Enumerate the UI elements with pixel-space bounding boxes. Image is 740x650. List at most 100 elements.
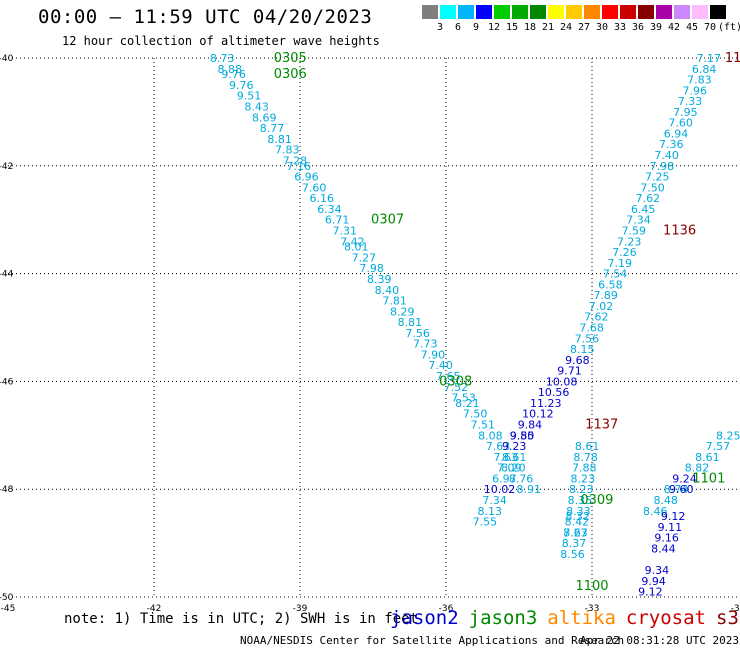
legend-label: 12 <box>487 22 501 33</box>
data-label: 8.78 <box>573 451 598 464</box>
legend-label: 3 <box>436 22 444 33</box>
data-label: 7.27 <box>352 251 377 264</box>
data-label: 7.98 <box>359 262 384 275</box>
data-label: 7.02 <box>589 300 614 313</box>
x-tick-label: -33 <box>585 604 600 614</box>
y-tick-label: -50 <box>0 593 14 603</box>
data-label: 8.61 <box>502 451 527 464</box>
data-label: 6.16 <box>310 192 335 205</box>
data-label: 7.83 <box>687 74 712 87</box>
satellite-label-jason3: jason3 <box>468 607 538 629</box>
data-label: 6.45 <box>631 203 656 216</box>
legend-label: 15 <box>505 22 519 33</box>
pass-label: 0305 <box>274 51 307 66</box>
data-label: 8.37 <box>562 537 587 550</box>
data-label: 7.09 <box>497 462 522 475</box>
data-label: 8.33 <box>566 505 591 518</box>
legend-swatch <box>512 5 528 19</box>
data-label: 7.54 <box>603 268 628 281</box>
data-label: 8.32 <box>565 510 590 523</box>
data-label: 8.81 <box>267 133 292 146</box>
data-label: 8.39 <box>367 273 392 286</box>
data-label: 7.81 <box>382 295 407 308</box>
data-label: 7.59 <box>622 224 647 237</box>
data-label: 7.52 <box>444 381 469 394</box>
legend-label: 27 <box>577 22 591 33</box>
legend-swatch <box>602 5 618 19</box>
data-label: 6.71 <box>325 214 350 227</box>
data-label: 6.84 <box>692 63 717 76</box>
x-tick-label: -42 <box>147 604 162 614</box>
data-label: 9.94 <box>641 575 666 588</box>
legend-swatch <box>476 5 492 19</box>
data-label: 7.31 <box>333 224 358 237</box>
legend-label: 9 <box>472 22 480 33</box>
pass-label: 1100 <box>575 579 608 594</box>
legend-swatch <box>692 5 708 19</box>
data-label: 8.08 <box>478 429 503 442</box>
legend-swatch <box>422 5 438 19</box>
legend-swatch <box>458 5 474 19</box>
data-label: 7.50 <box>640 181 665 194</box>
data-label: 8.82 <box>685 462 710 475</box>
data-label: 8.73 <box>210 52 235 65</box>
legend-swatch <box>494 5 510 19</box>
y-tick-label: -40 <box>0 54 14 64</box>
data-label: 8.23 <box>569 483 594 496</box>
data-label: 8.48 <box>653 494 678 507</box>
data-label: 7.83 <box>275 144 300 157</box>
data-label: 9.55 <box>510 429 535 442</box>
data-label: 7.62 <box>636 192 661 205</box>
data-label: 7.95 <box>673 106 698 119</box>
satellite-label-jason2: jason2 <box>390 607 459 629</box>
data-label: 8.23 <box>571 472 596 485</box>
data-label: 7.57 <box>706 440 731 453</box>
data-label: 7.42 <box>340 235 365 248</box>
data-label: 8.74 <box>664 483 689 496</box>
data-label: 7.53 <box>451 392 476 405</box>
data-label: 9.23 <box>502 440 527 453</box>
legend-swatch <box>440 5 456 19</box>
data-label: 7.40 <box>654 149 679 162</box>
data-label: 9.12 <box>638 586 663 599</box>
pass-label: 11 <box>725 51 740 66</box>
legend-label: 45 <box>685 22 699 33</box>
satellite-label-cryosat: cryosat <box>625 607 706 629</box>
data-label: 8.67 <box>563 526 588 539</box>
legend-swatch <box>530 5 546 19</box>
data-label: 6.34 <box>317 203 342 216</box>
data-label: 8.69 <box>252 111 277 124</box>
legend-label: 42 <box>667 22 681 33</box>
data-label: 6.96 <box>294 171 319 184</box>
data-label: 10.02 <box>484 483 516 496</box>
y-tick-label: -48 <box>0 485 14 495</box>
legend-swatch <box>656 5 672 19</box>
data-label: 7.60 <box>668 117 693 130</box>
data-label: 6.97 <box>492 472 517 485</box>
note-text: note: 1) Time is in UTC; 2) SWH is in fe… <box>64 611 419 627</box>
pass-label: 1136 <box>663 223 696 238</box>
data-label: 7.23 <box>563 526 588 539</box>
data-label: 8.81 <box>398 316 423 329</box>
data-label: 10.56 <box>538 386 570 399</box>
data-label: 7.36 <box>659 138 684 151</box>
data-label: 7.96 <box>682 84 707 97</box>
data-label: 9.51 <box>237 90 262 103</box>
data-label: 9.76 <box>229 79 254 92</box>
satellite-legend: jason2 jason3 altika cryosat s3a <box>390 607 740 629</box>
legend-swatch <box>638 5 654 19</box>
legend-swatch <box>620 5 636 19</box>
pass-label: 0308 <box>439 374 472 389</box>
data-label: 7.34 <box>482 494 507 507</box>
data-label: 8.43 <box>244 101 269 114</box>
data-label: 10.08 <box>546 375 578 388</box>
data-label: 9.80 <box>510 429 535 442</box>
data-label: 8.88 <box>218 63 243 76</box>
data-label: 7.50 <box>463 408 488 421</box>
data-label: 7.17 <box>697 52 722 65</box>
data-label: 9.34 <box>645 564 670 577</box>
data-label: 8.25 <box>716 429 740 442</box>
data-label: 7.34 <box>626 214 651 227</box>
